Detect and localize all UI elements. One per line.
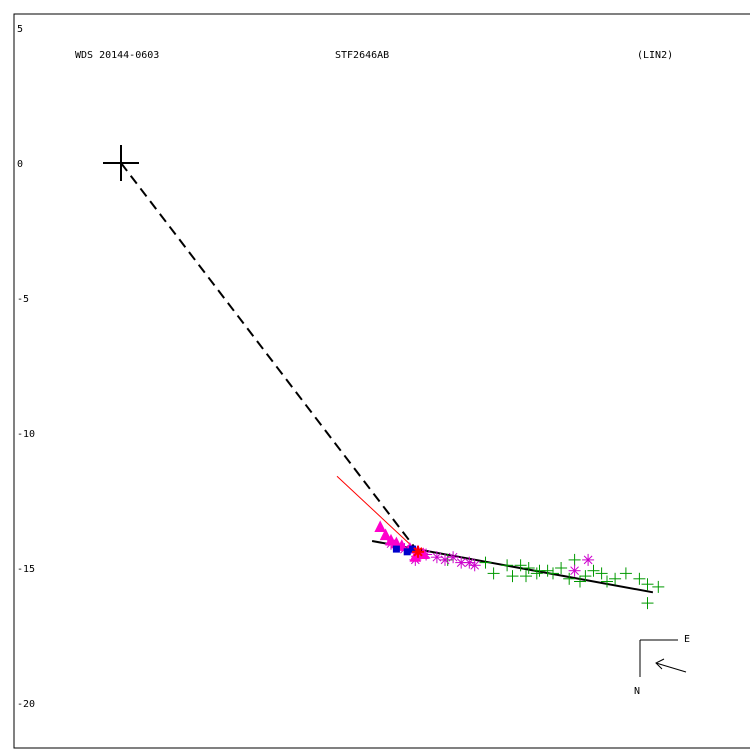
data-point-plus: [501, 559, 514, 572]
orientation-indicator: E N: [634, 634, 690, 697]
data-point-plus: [641, 597, 654, 610]
data-point-triangle: [379, 528, 392, 541]
y-tick-label: -15: [17, 564, 35, 575]
data-point-asterisk: [568, 564, 581, 577]
orientation-east-label: E: [684, 634, 690, 645]
data-point-asterisk: [463, 556, 476, 569]
observation-points: [374, 520, 665, 610]
data-point-plus: [595, 567, 608, 580]
data-point-plus: [633, 572, 646, 585]
data-point-plus: [547, 567, 559, 580]
data-point-plus: [506, 570, 519, 583]
orbit-line-dashed: [120, 162, 419, 553]
data-point-plus: [520, 570, 532, 583]
motion-arrowhead-icon: [655, 658, 665, 670]
data-point-plus: [652, 580, 665, 593]
y-tick-label: -10: [17, 429, 35, 440]
data-point-plus: [587, 564, 600, 577]
data-point-asterisk: [468, 559, 481, 572]
data-point-plus: [514, 559, 527, 572]
data-point-plus: [530, 567, 543, 580]
header-star-name: STF2646AB: [335, 50, 389, 61]
data-point-plus: [641, 578, 654, 591]
data-point-plus: [555, 562, 568, 574]
data-point-asterisk: [447, 551, 460, 564]
residual-line: [336, 475, 419, 553]
motion-arrow-icon: [655, 662, 687, 673]
data-point-asterisk: [582, 553, 595, 566]
data-point-plus: [522, 562, 535, 574]
data-point-plus: [568, 553, 581, 566]
header-catalog-code: (LIN2): [637, 50, 673, 61]
y-tick-labels: 5 0 -5 -10 -15 -20: [17, 24, 35, 710]
primary-plus-icon: [103, 145, 139, 181]
data-point-plus: [479, 556, 492, 569]
data-point-square: [392, 545, 400, 553]
primary-star-marker: [103, 145, 139, 181]
orientation-north-label: N: [634, 686, 640, 697]
y-tick-label: 5: [17, 24, 23, 35]
data-point-plus: [601, 575, 613, 588]
data-point-plus: [609, 572, 622, 585]
plot-frame: [13, 13, 750, 749]
data-point-star: [412, 545, 424, 558]
header-wds-id: WDS 20144-0603: [75, 50, 159, 61]
data-point-plus: [563, 572, 576, 585]
orbit-lines: [120, 162, 654, 594]
data-point-plus: [619, 567, 632, 580]
y-tick-label: 0: [17, 159, 23, 170]
y-tick-label: -5: [17, 294, 29, 305]
y-tick-label: -20: [17, 699, 35, 710]
data-point-plus: [541, 564, 554, 577]
data-point-plus: [487, 567, 500, 580]
data-point-triangle: [374, 520, 387, 532]
data-point-plus: [579, 570, 592, 583]
data-point-plus: [574, 575, 586, 588]
